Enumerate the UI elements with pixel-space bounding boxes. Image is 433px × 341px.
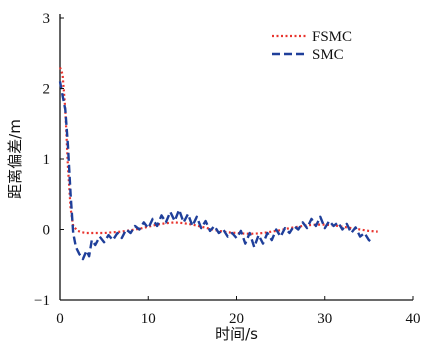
legend-label-smc: SMC [312, 47, 344, 63]
legend: FSMC SMC [272, 29, 352, 63]
plot-axes [59, 14, 413, 301]
y-tick-label: −1 [34, 293, 50, 309]
x-tick-label: 40 [406, 311, 421, 327]
y-axis-label: 距离偏差/m [6, 119, 24, 199]
y-tick-label: 1 [43, 152, 51, 168]
y-tick-label: 2 [43, 82, 51, 98]
series-layer [58, 67, 378, 261]
y-tick-label: 0 [43, 223, 51, 239]
series-line-smc [58, 81, 375, 261]
series-line-fsmc [58, 67, 378, 235]
legend-label-fsmc: FSMC [312, 29, 352, 45]
x-tick-label: 20 [229, 311, 244, 327]
y-tick-label: 3 [43, 11, 51, 27]
x-tick-label: 30 [317, 311, 332, 327]
x-tick-label: 0 [56, 311, 64, 327]
ticks-layer: 0 10 20 30 40 −1 0 1 2 3 [34, 11, 420, 327]
x-tick-label: 10 [141, 311, 156, 327]
x-axis-label: 时间/s [215, 325, 258, 341]
